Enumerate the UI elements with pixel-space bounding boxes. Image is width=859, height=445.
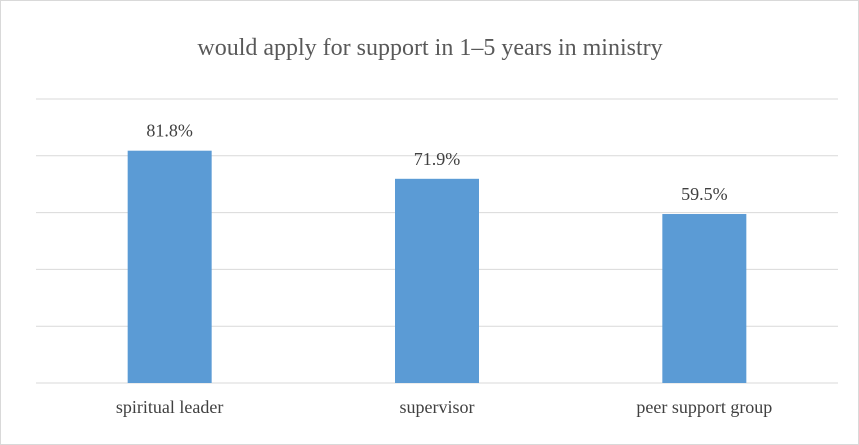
x-tick-label: peer support group	[636, 397, 772, 417]
data-label: 71.9%	[414, 149, 461, 169]
bar-peer-support-group	[662, 214, 747, 383]
data-label: 81.8%	[146, 121, 193, 141]
x-tick-label: supervisor	[400, 397, 475, 417]
chart-title: would apply for support in 1–5 years in …	[197, 35, 662, 61]
data-labels: 81.8% 71.9% 59.5%	[146, 121, 727, 204]
bar-spiritual-leader	[127, 150, 212, 383]
bar-supervisor	[395, 178, 479, 383]
bars	[127, 150, 747, 383]
x-tick-labels: spiritual leader supervisor peer support g…	[116, 397, 772, 417]
data-label: 59.5%	[681, 184, 728, 204]
x-tick-label: spiritual leader	[116, 397, 223, 417]
